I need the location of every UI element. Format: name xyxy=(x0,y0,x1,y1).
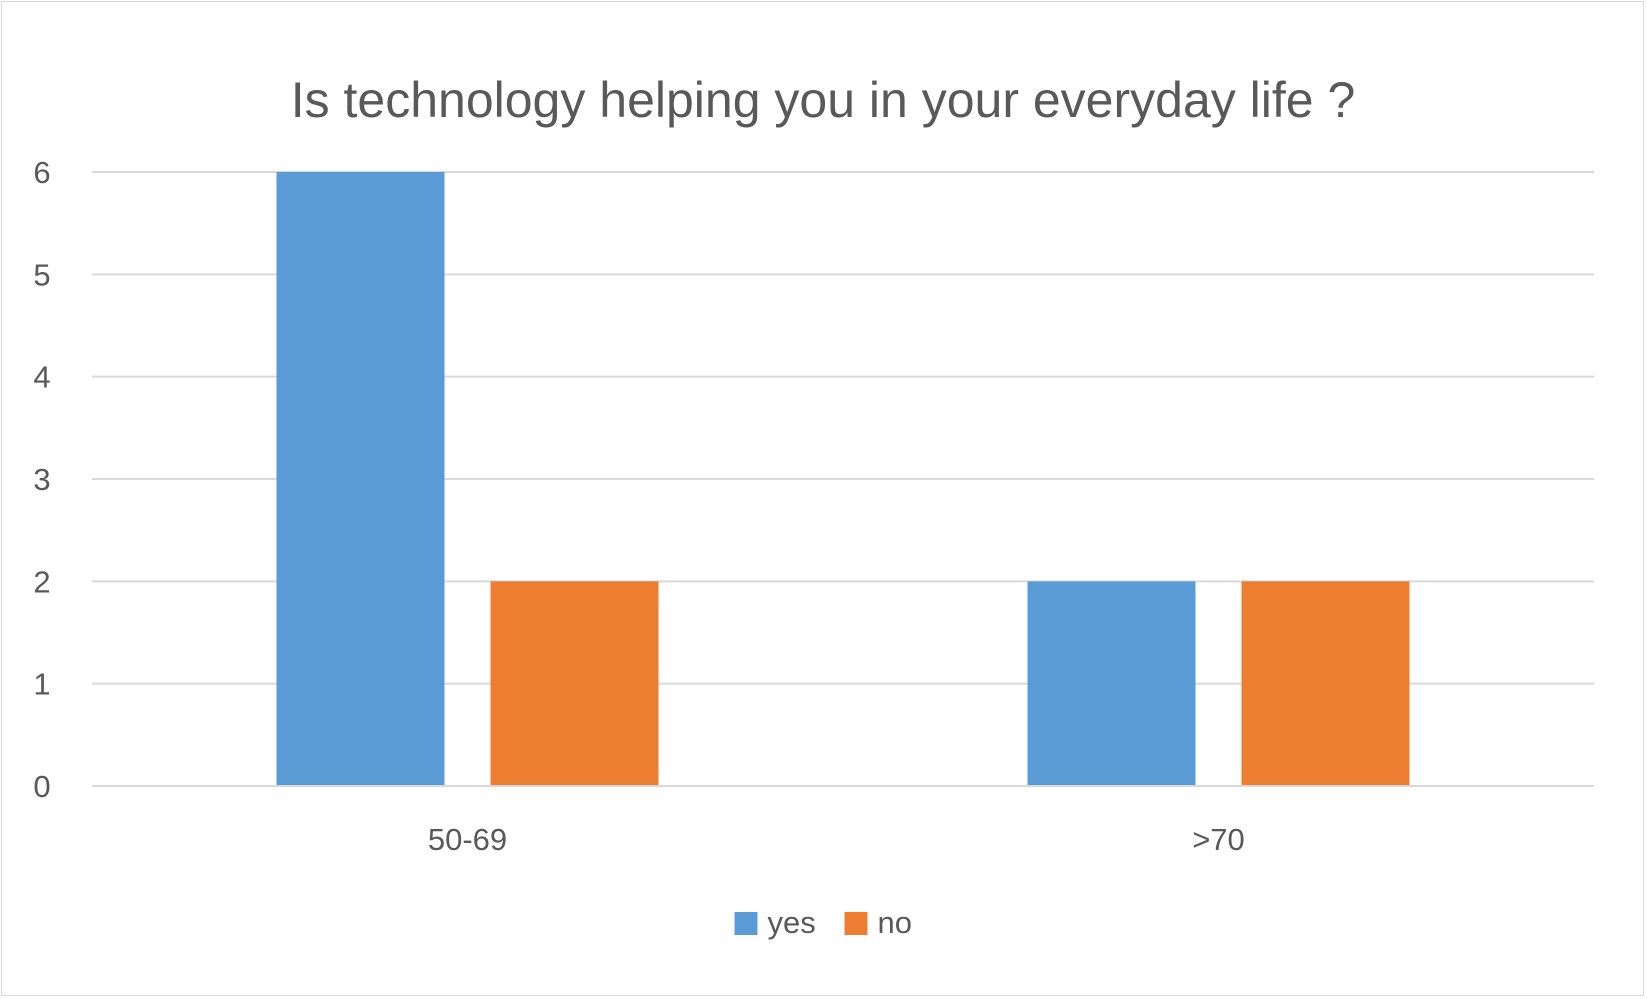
y-tick-label: 3 xyxy=(33,462,50,497)
y-tick-label: 2 xyxy=(33,564,50,599)
bar-no-2 xyxy=(1241,581,1410,786)
chart-title: Is technology helping you in your everyd… xyxy=(291,72,1356,128)
y-tick-label: 6 xyxy=(33,155,50,190)
y-tick-label: 1 xyxy=(33,667,50,702)
bar-no-1 xyxy=(490,581,659,786)
legend-swatch-no xyxy=(844,912,868,935)
legend-label-yes: yes xyxy=(768,905,816,940)
x-tick-label: 50-69 xyxy=(428,822,507,857)
x-tick-label: >70 xyxy=(1192,822,1245,857)
bar-yes-1 xyxy=(276,172,445,786)
bars xyxy=(276,172,1410,786)
y-tick-label: 4 xyxy=(33,360,50,395)
x-axis-ticks: 50-69 >70 xyxy=(428,822,1245,857)
y-axis-ticks: 0 1 2 3 4 5 6 xyxy=(33,155,50,804)
bar-yes-2 xyxy=(1027,581,1196,786)
legend: yes no xyxy=(734,905,912,940)
legend-label-no: no xyxy=(878,905,912,940)
y-tick-label: 5 xyxy=(33,257,50,292)
y-tick-label: 0 xyxy=(33,769,50,804)
legend-swatch-yes xyxy=(734,912,758,935)
